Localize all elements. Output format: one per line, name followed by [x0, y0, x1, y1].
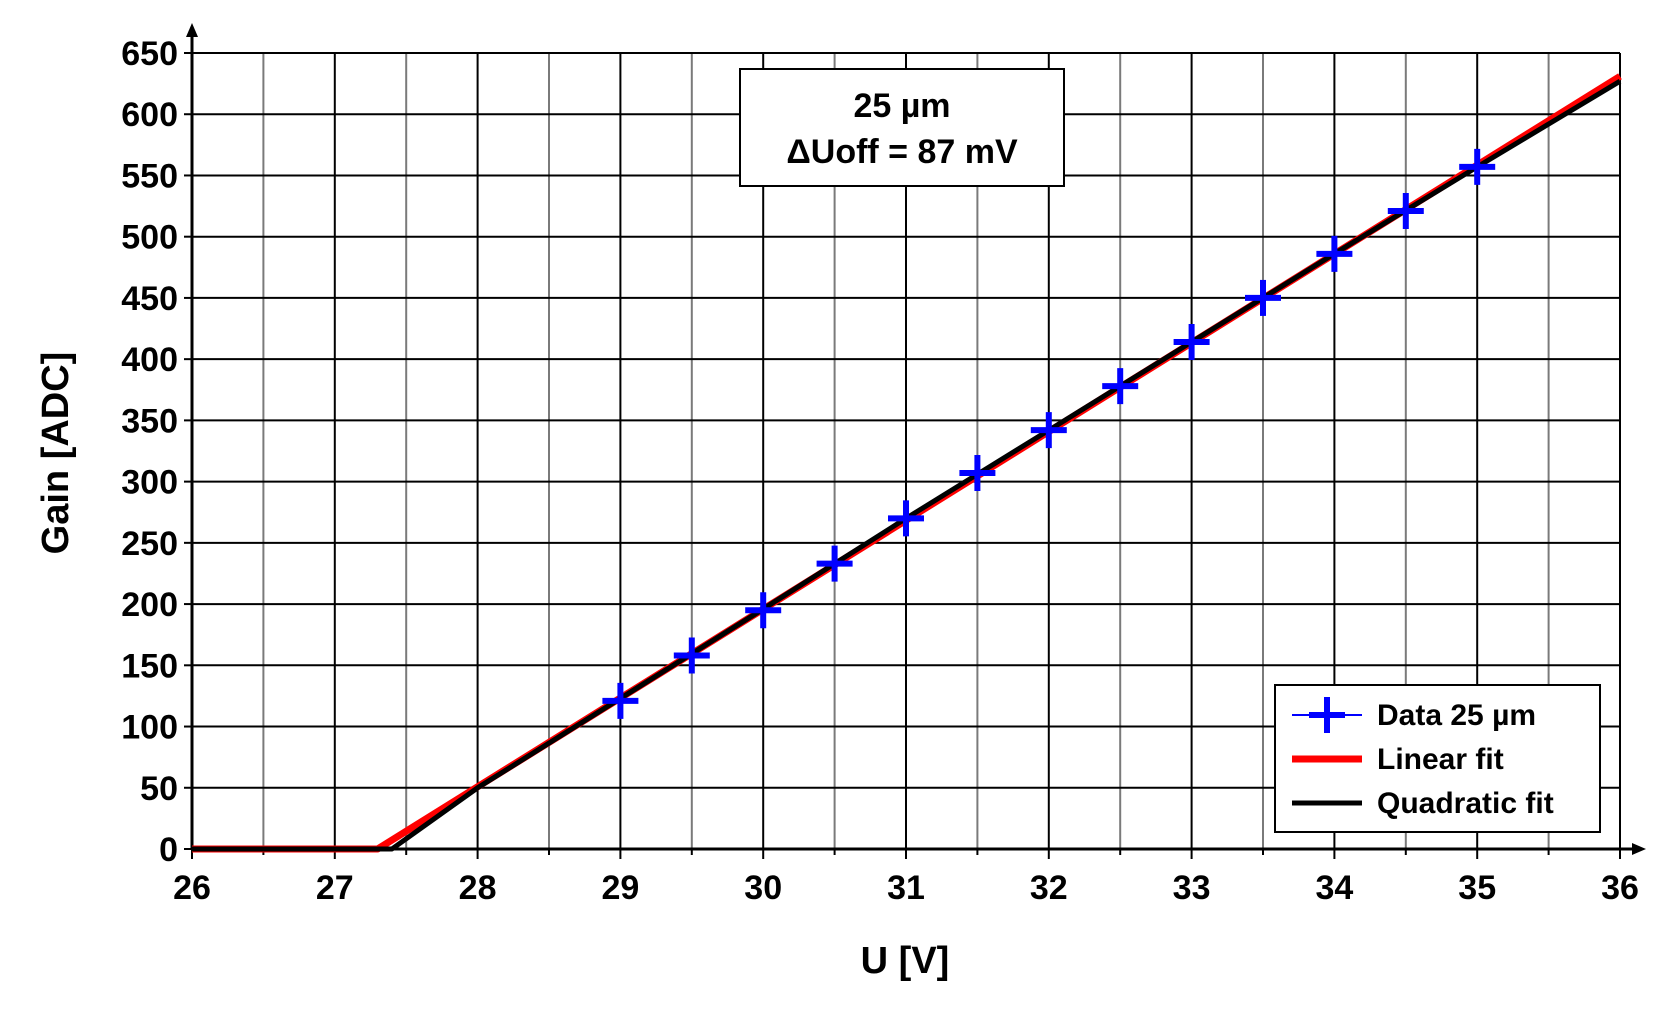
annotation-frame: [739, 68, 1065, 187]
data-point: [1245, 279, 1281, 316]
legend-symbol-data: [1292, 697, 1362, 733]
y-tick-label: 200: [121, 586, 178, 624]
legend-label-quadratic: Quadratic fit: [1377, 787, 1554, 820]
data-point: [1387, 192, 1424, 229]
legend-label-data: Data 25 µm: [1377, 699, 1536, 732]
y-axis-title: Gain [ADC]: [35, 352, 77, 555]
y-tick-label: 600: [121, 96, 178, 134]
x-tick-label: 30: [744, 869, 782, 907]
x-tick-label: 31: [887, 869, 925, 907]
data-point: [602, 682, 639, 719]
x-tick-label: 26: [173, 869, 211, 907]
x-tick-label: 29: [601, 869, 639, 907]
y-tick-label: 500: [121, 219, 178, 257]
y-tick-label: 400: [121, 341, 178, 379]
legend-label-linear: Linear fit: [1377, 743, 1504, 776]
y-tick-label: 550: [121, 157, 178, 195]
data-point: [816, 545, 853, 582]
axes: [184, 23, 1646, 859]
legend: Data 25 µm Linear fit Quadratic fit: [1274, 684, 1601, 833]
y-tick-label: 450: [121, 280, 178, 318]
x-axis-arrow: [1632, 843, 1646, 855]
x-tick-label: 36: [1601, 869, 1639, 907]
y-tick-labels: 0 50 100 150 200 250 300 350 400 450 500 550 600 650: [121, 35, 178, 869]
x-tick-label: 28: [459, 869, 497, 907]
y-axis-arrow: [186, 23, 198, 37]
x-tick-label: 27: [316, 869, 354, 907]
data-point: [959, 455, 996, 492]
y-tick-label: 0: [159, 831, 178, 869]
y-tick-label: 150: [121, 647, 178, 685]
x-tick-label: 32: [1030, 869, 1068, 907]
x-tick-label: 35: [1458, 869, 1496, 907]
y-tick-label: 650: [121, 35, 178, 73]
annotation-line-1: 25 µm: [853, 87, 950, 125]
data-point: [1030, 412, 1067, 449]
data-point: [1173, 324, 1210, 361]
annotation-box: 25 µm ΔUoff = 87 mV: [739, 68, 1065, 187]
data-point: [888, 500, 924, 537]
data-point: [1459, 148, 1496, 185]
x-tick-labels: 26 27 28 29 30 31 32 33 34 35 36: [173, 869, 1639, 907]
x-axis-title: U [V]: [861, 940, 950, 982]
y-tick-label: 50: [140, 770, 178, 808]
data-point: [1316, 235, 1353, 272]
data-point: [1102, 368, 1139, 405]
data-point: [745, 592, 782, 629]
series: [192, 73, 1622, 853]
data-point: [673, 637, 710, 674]
y-tick-label: 250: [121, 525, 178, 563]
y-tick-label: 300: [121, 464, 178, 502]
annotation-line-2: ΔUoff = 87 mV: [786, 133, 1018, 171]
y-tick-label: 350: [121, 402, 178, 440]
x-tick-label: 34: [1315, 869, 1353, 907]
x-tick-label: 33: [1173, 869, 1211, 907]
y-tick-label: 100: [121, 709, 178, 747]
